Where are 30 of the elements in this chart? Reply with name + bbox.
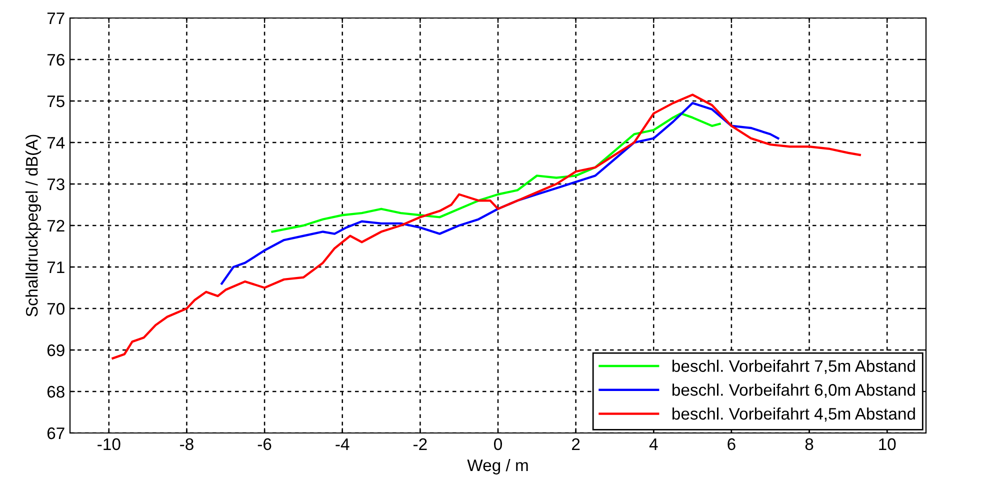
x-tick-label: 4 [649,438,658,450]
y-tick-label: 70 [47,302,64,315]
x-tick-label: -10 [98,438,120,450]
x-tick-label: -6 [258,438,272,450]
y-tick-label: 69 [47,344,64,356]
y-tick-label: 75 [47,96,64,108]
x-tick-label: -2 [414,438,427,450]
legend-label: beschl. Vorbeifahrt 4,5m Abstand [672,407,915,422]
x-tick-label: 0 [494,438,502,450]
x-tick-label: 8 [805,438,814,450]
x-tick-label: 6 [728,438,736,450]
y-tick-label: 68 [47,386,64,398]
line-series [112,94,861,360]
y-tick-label: 71 [47,262,64,274]
x-tick-label: 10 [879,438,896,450]
y-tick-label: 74 [47,137,65,149]
line-series [220,102,780,285]
y-axis-title: Schalldruckpegel / dB(A) [26,134,42,316]
x-tick-label: 2 [572,438,580,450]
x-tick-label: -4 [336,438,350,450]
y-tick-label: 67 [47,427,64,440]
y-tick-label: 73 [47,178,64,190]
y-tick-label: 77 [47,12,64,24]
x-tick-label: -8 [180,438,194,450]
x-axis-title: Weg / m [467,458,528,474]
line-series [271,112,721,233]
legend-label: beschl. Vorbeifahrt 7,5m Abstand [672,360,915,374]
y-tick-label: 76 [47,54,64,66]
legend-label: beschl. Vorbeifahrt 6,0m Abstand [672,384,915,398]
y-tick-label: 72 [47,220,64,232]
